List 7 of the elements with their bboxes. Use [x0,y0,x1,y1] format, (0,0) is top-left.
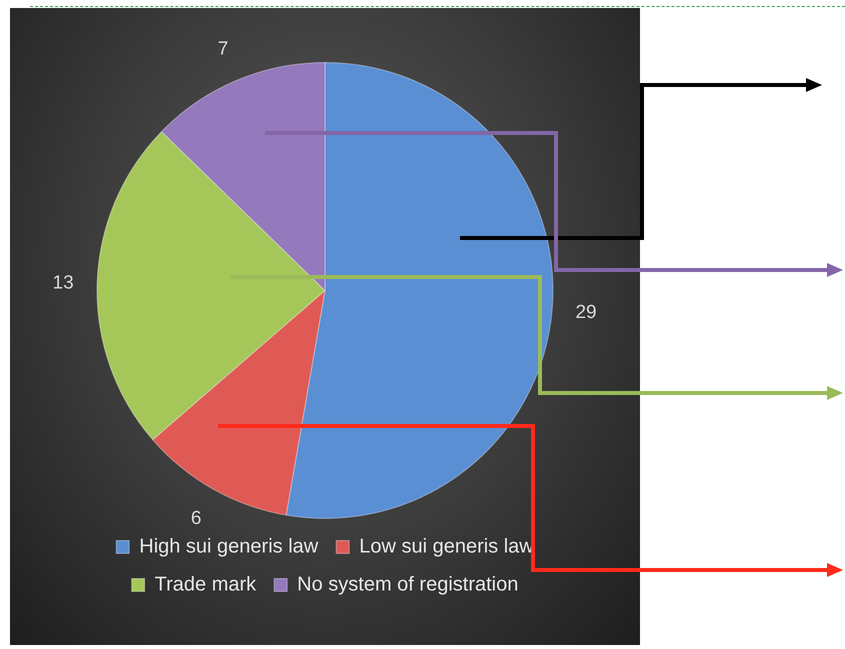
data-label: 13 [52,272,74,294]
legend-label: Trade mark [154,574,258,596]
data-label: 29 [575,302,597,324]
legend-label: No system of registration [297,574,518,596]
data-label: 6 [190,508,202,529]
data-label: 7 [218,38,228,60]
legend-label: High sui generis law [139,536,319,558]
